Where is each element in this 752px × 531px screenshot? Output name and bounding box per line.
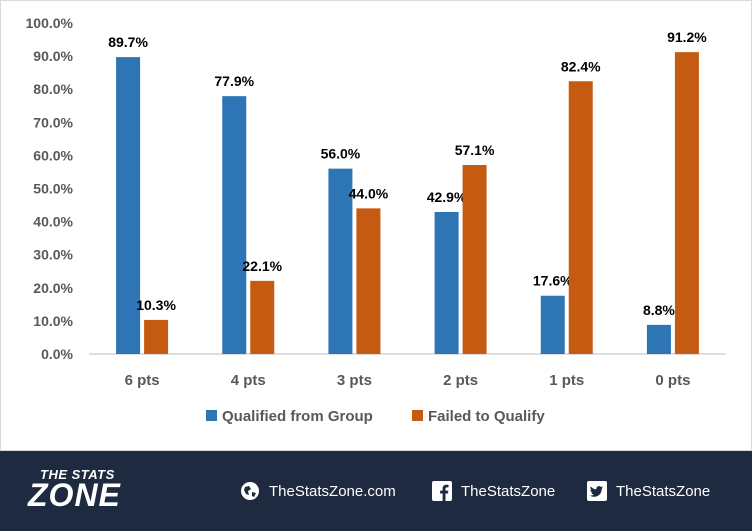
bar	[222, 96, 247, 354]
y-tick-label: 10.0%	[33, 313, 73, 329]
y-tick-label: 60.0%	[33, 147, 73, 163]
data-label: 22.1%	[242, 258, 282, 274]
legend-swatch	[412, 410, 423, 421]
chart-area: 0.0% 10.0% 20.0% 30.0% 40.0% 50.0% 60.0% 70.0% 8…	[0, 0, 752, 451]
data-label: 8.8%	[643, 302, 675, 318]
bar	[568, 81, 593, 355]
bar	[462, 164, 487, 354]
data-label: 89.7%	[108, 34, 148, 50]
facebook-link-label: TheStatsZone	[461, 482, 556, 500]
data-label: 10.3%	[136, 297, 176, 313]
twitter-link-label: TheStatsZone	[616, 482, 711, 500]
logo-text-big: ZONE	[28, 477, 121, 513]
x-tick-label: 3 pts	[337, 372, 372, 389]
legend-label: Failed to Qualify	[428, 408, 545, 425]
bar	[540, 295, 565, 354]
footer-banner: THE STATS ZONE TheStatsZone.com TheStats…	[0, 451, 752, 531]
legend-label: Qualified from Group	[222, 408, 373, 425]
data-label: 56.0%	[321, 146, 361, 162]
bar	[356, 208, 381, 354]
y-tick-label: 100.0%	[26, 15, 74, 31]
stats-zone-logo[interactable]: THE STATS ZONE	[28, 467, 163, 515]
y-tick-label: 90.0%	[33, 48, 73, 64]
y-tick-label: 20.0%	[33, 280, 73, 296]
bar	[144, 319, 169, 354]
facebook-icon	[432, 481, 452, 501]
x-tick-label: 0 pts	[655, 372, 690, 389]
data-label: 77.9%	[214, 73, 254, 89]
y-tick-label: 70.0%	[33, 114, 73, 130]
data-label: 44.0%	[349, 185, 389, 201]
y-tick-label: 50.0%	[33, 181, 73, 197]
data-label: 42.9%	[427, 189, 467, 205]
bar	[646, 324, 671, 354]
y-tick-label: 30.0%	[33, 247, 73, 263]
data-label: 17.6%	[533, 273, 573, 289]
bar	[434, 212, 459, 354]
website-link[interactable]: TheStatsZone.com	[240, 480, 396, 502]
y-tick-label: 40.0%	[33, 214, 73, 230]
logo-text-small: THE STATS	[40, 467, 115, 482]
data-label: 91.2%	[667, 29, 707, 45]
x-tick-label: 4 pts	[231, 372, 266, 389]
x-tick-label: 6 pts	[125, 372, 160, 389]
bar-chart: 0.0% 10.0% 20.0% 30.0% 40.0% 50.0% 60.0% 70.0% 8…	[26, 15, 726, 425]
data-label: 82.4%	[561, 58, 601, 74]
bar	[116, 57, 141, 355]
y-tick-label: 0.0%	[41, 346, 73, 362]
data-label: 57.1%	[455, 142, 495, 158]
y-tick-label: 80.0%	[33, 81, 73, 97]
globe-icon	[241, 482, 259, 500]
legend-swatch	[206, 410, 217, 421]
x-tick-label: 2 pts	[443, 372, 478, 389]
facebook-link[interactable]: TheStatsZone	[432, 480, 555, 502]
bar	[328, 168, 353, 354]
website-link-label: TheStatsZone.com	[269, 482, 396, 500]
bar	[674, 52, 699, 355]
x-tick-label: 1 pts	[549, 372, 584, 389]
twitter-icon	[587, 481, 607, 501]
twitter-link[interactable]: TheStatsZone	[587, 480, 710, 502]
bar	[250, 280, 275, 354]
